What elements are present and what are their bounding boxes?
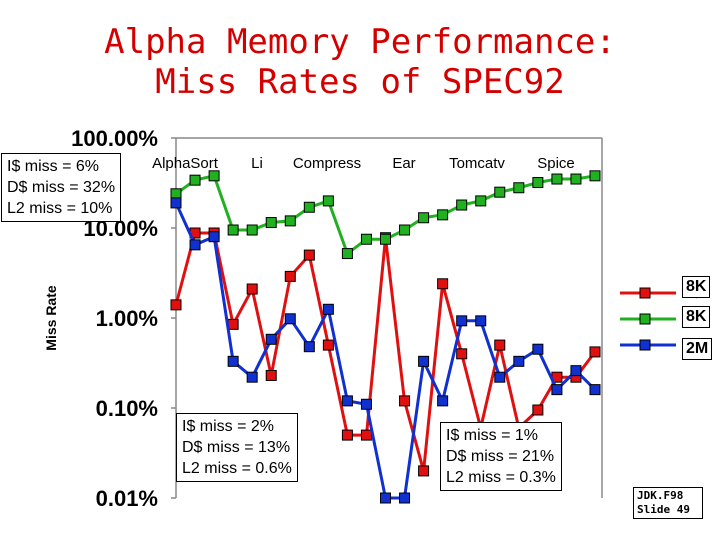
data-point — [189, 239, 201, 251]
legend-size-i-cache: 8K — [682, 276, 711, 298]
data-point — [399, 395, 411, 407]
data-point — [513, 355, 525, 367]
data-point — [475, 195, 487, 207]
callout-line: L2 miss = 0.3% — [446, 469, 556, 486]
legend-swatch-marker — [639, 287, 651, 299]
data-point — [475, 315, 487, 327]
data-point — [170, 299, 182, 311]
legend-swatch-marker — [639, 339, 651, 351]
callout-line: D$ miss = 13% — [182, 439, 291, 456]
data-point — [303, 201, 315, 213]
program-label: Compress — [293, 155, 361, 172]
data-point — [513, 182, 525, 194]
program-label: Li — [251, 155, 263, 172]
data-point — [456, 315, 468, 327]
legend-size-d-cache: 8K — [682, 306, 711, 328]
data-point — [322, 195, 334, 207]
data-point — [265, 369, 277, 381]
data-point — [170, 197, 182, 209]
data-point — [189, 174, 201, 186]
data-point — [589, 384, 601, 396]
callout-line: D$ miss = 32% — [7, 179, 116, 196]
callout-float-averages: I$ miss = 1% D$ miss = 21% L2 miss = 0.3… — [440, 422, 562, 491]
data-point — [284, 270, 296, 282]
data-point — [246, 371, 258, 383]
data-point — [380, 233, 391, 245]
data-point — [494, 339, 506, 351]
y-tick-label: 0.10% — [96, 396, 158, 421]
y-axis-title: Miss Rate — [43, 285, 59, 351]
data-point — [360, 398, 372, 410]
legend-swatch-marker — [639, 313, 651, 325]
data-point — [322, 303, 334, 315]
data-point — [494, 186, 506, 198]
data-point — [227, 355, 239, 367]
data-point — [532, 404, 544, 416]
y-tick-label: 100.00% — [71, 126, 158, 151]
data-point — [208, 170, 220, 182]
data-point — [208, 231, 220, 243]
data-point — [360, 233, 372, 245]
data-point — [437, 209, 449, 221]
credit-author: JDK.F98 — [637, 489, 684, 502]
callout-line: L2 miss = 10% — [7, 200, 113, 217]
data-point — [341, 429, 353, 441]
data-point — [341, 395, 353, 407]
callout-line: D$ miss = 21% — [446, 448, 555, 465]
data-point — [437, 278, 449, 290]
callout-integer-averages: I$ miss = 2% D$ miss = 13% L2 miss = 0.6… — [176, 413, 298, 482]
data-point — [437, 395, 449, 407]
data-point — [532, 343, 544, 355]
slide-title-line1: Alpha Memory Performance: — [104, 22, 616, 62]
data-point — [456, 199, 468, 211]
program-label: Ear — [392, 155, 415, 172]
callout-alphasort-averages: I$ miss = 6% D$ miss = 32% L2 miss = 10% — [1, 153, 122, 222]
y-tick-label: 0.01% — [96, 486, 158, 511]
data-point — [456, 348, 468, 360]
data-point — [532, 177, 544, 189]
data-point — [570, 173, 582, 185]
data-point — [399, 224, 411, 236]
data-point — [265, 333, 277, 345]
data-point — [246, 283, 258, 295]
slide-credit: JDK.F98 Slide 49 — [633, 487, 703, 519]
data-point — [380, 492, 391, 504]
data-point — [399, 492, 411, 504]
callout-line: L2 miss = 0.6% — [182, 460, 292, 477]
data-point — [284, 313, 296, 325]
callout-line: I$ miss = 1% — [446, 427, 539, 444]
data-point — [170, 188, 182, 200]
callout-line: I$ miss = 2% — [182, 418, 275, 435]
data-point — [227, 318, 239, 330]
data-point — [303, 249, 315, 261]
data-point — [418, 355, 430, 367]
data-point — [418, 212, 430, 224]
data-point — [227, 224, 239, 236]
data-point — [589, 346, 601, 358]
slide-title-line2: Miss Rates of SPEC92 — [155, 62, 565, 102]
data-point — [265, 217, 277, 229]
legend-size-l2: 2M — [682, 338, 713, 360]
program-label: AlphaSort — [152, 155, 219, 172]
data-point — [360, 429, 372, 441]
data-point — [284, 215, 296, 227]
program-label: Tomcatv — [449, 155, 505, 172]
data-point — [551, 173, 563, 185]
y-tick-label: 1.00% — [96, 306, 158, 331]
program-label: Spice — [537, 155, 575, 172]
data-point — [303, 341, 315, 353]
data-point — [418, 465, 430, 477]
data-point — [551, 384, 563, 396]
callout-line: I$ miss = 6% — [7, 158, 100, 175]
data-point — [322, 339, 334, 351]
data-point — [570, 365, 582, 377]
data-point — [589, 170, 601, 182]
data-point — [341, 248, 353, 260]
data-point — [494, 371, 506, 383]
data-point — [246, 224, 258, 236]
credit-slide-number: Slide 49 — [637, 503, 690, 516]
